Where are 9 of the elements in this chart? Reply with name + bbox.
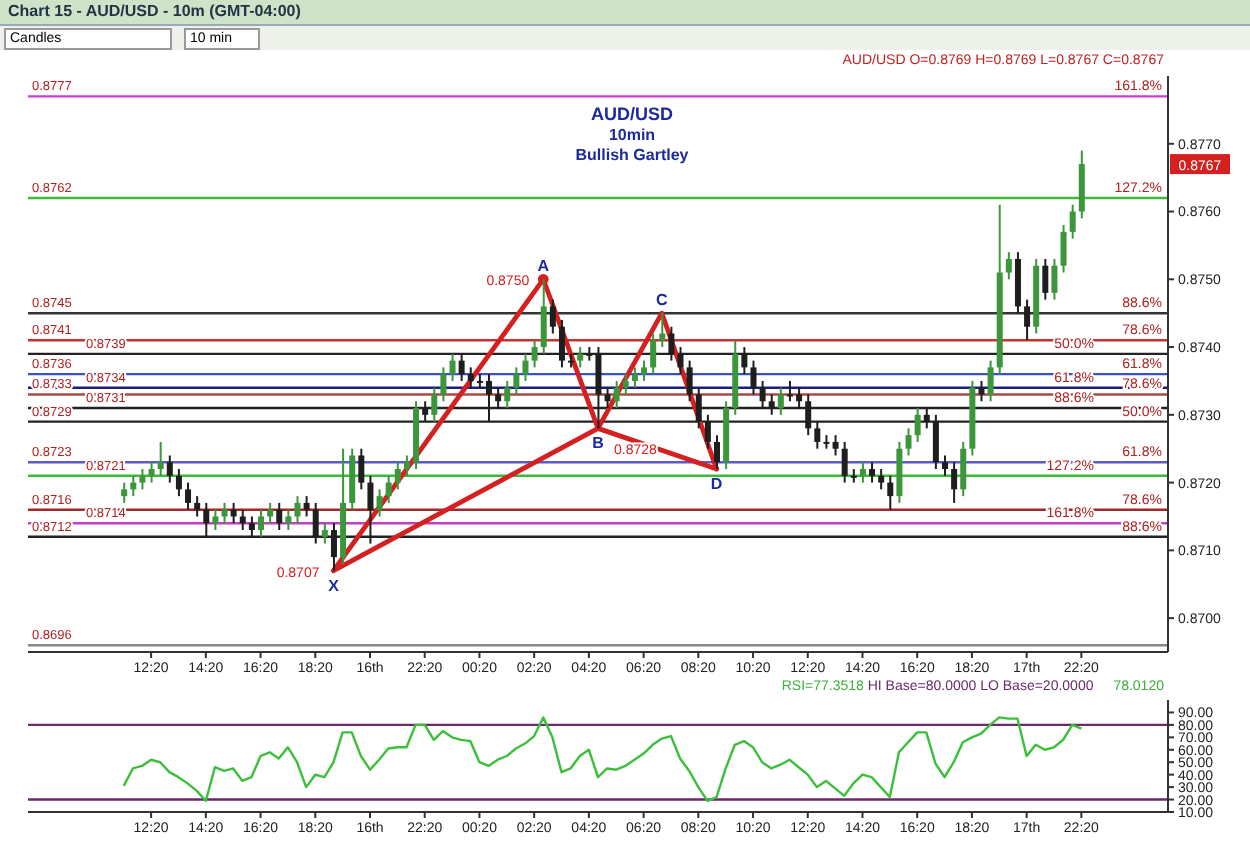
text: AUD/USD	[588, 104, 675, 124]
data-label: C	[656, 291, 669, 310]
text: 10min	[606, 126, 658, 144]
data-label: B	[592, 434, 605, 453]
data-label: X	[328, 576, 341, 595]
data-label: A	[537, 257, 550, 276]
data-label: D	[710, 475, 723, 494]
annotation: Bullish Gartley	[573, 146, 691, 164]
caption: Chart 15 - AUD/USD - 10m (GMT-04:00)	[8, 2, 301, 20]
